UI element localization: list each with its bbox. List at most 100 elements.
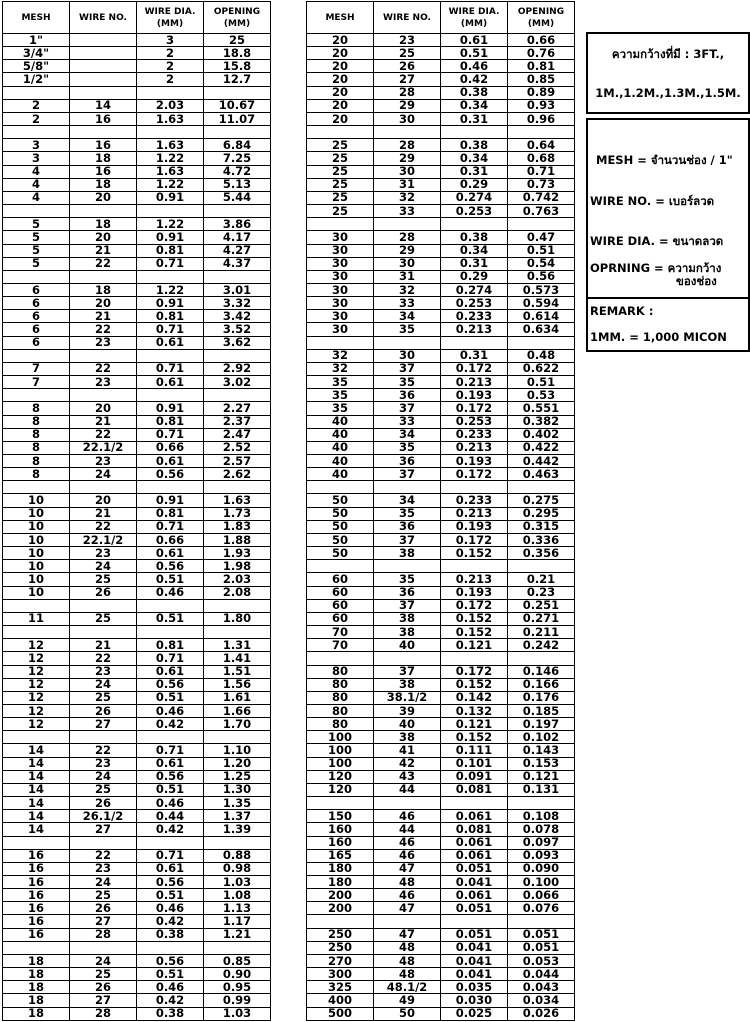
cell: 2.37 bbox=[203, 414, 271, 429]
cell bbox=[2, 835, 70, 850]
cell: 0.81 bbox=[136, 309, 204, 324]
header: WIRE NO. bbox=[69, 1, 137, 34]
cell: 8 bbox=[2, 414, 70, 429]
cell: 32 bbox=[306, 348, 374, 363]
cell bbox=[203, 835, 271, 850]
cell: 0.763 bbox=[507, 204, 575, 219]
cell: 24 bbox=[69, 467, 137, 482]
cell: 2.03 bbox=[136, 98, 204, 113]
note: WIRE NO. = เบอร์ลวด bbox=[590, 194, 715, 208]
cell: 4.27 bbox=[203, 243, 271, 258]
cell: 0.51 bbox=[440, 46, 508, 61]
cell: 8 bbox=[2, 453, 70, 469]
table-row bbox=[2, 388, 271, 403]
cell: 5/8" bbox=[2, 59, 70, 74]
cell: 0.61 bbox=[136, 335, 204, 350]
cell: 0.46 bbox=[136, 585, 204, 600]
cell: 0.71 bbox=[136, 256, 204, 271]
cell: 30 bbox=[306, 230, 374, 245]
cell: 16 bbox=[2, 861, 70, 877]
cell bbox=[373, 651, 441, 666]
cell: 20 bbox=[69, 401, 137, 416]
cell: 21 bbox=[69, 506, 137, 521]
table-row: 8 22.1/2 0.66 2.52 bbox=[2, 440, 271, 456]
cell: 0.634 bbox=[507, 322, 575, 337]
cell: 28 bbox=[373, 230, 441, 245]
cell: 1.03 bbox=[203, 874, 271, 890]
cell: 0.078 bbox=[507, 822, 575, 837]
cell bbox=[69, 598, 137, 613]
cell bbox=[306, 559, 374, 574]
cell: 50 bbox=[306, 532, 374, 548]
table-row: 120 44 0.081 0.131 bbox=[306, 782, 575, 798]
cell: 0.54 bbox=[507, 256, 575, 271]
cell: 2 bbox=[136, 46, 204, 61]
cell: 3/4" bbox=[2, 46, 70, 61]
note: WIRE DIA. = ขนาดลวด bbox=[590, 234, 724, 248]
cell: 1.25 bbox=[203, 769, 271, 784]
table-row: 1/2" 2 12.7 bbox=[2, 72, 271, 87]
cell: 1.13 bbox=[203, 901, 271, 916]
cell: 36 bbox=[373, 519, 441, 534]
cell bbox=[2, 480, 70, 495]
cell: 12 bbox=[2, 664, 70, 679]
cell: 20 bbox=[69, 230, 137, 245]
cell: 100 bbox=[306, 756, 374, 771]
cell: 0.275 bbox=[507, 493, 575, 508]
cell: 1.17 bbox=[203, 914, 271, 929]
cell: 18 bbox=[69, 282, 137, 298]
cell: 25 bbox=[69, 572, 137, 587]
cell: 0.172 bbox=[440, 361, 508, 377]
cell: 0.253 bbox=[440, 296, 508, 311]
cell: 48 bbox=[373, 967, 441, 982]
cell: 35 bbox=[373, 322, 441, 337]
cell: 0.051 bbox=[507, 927, 575, 942]
cell: 50 bbox=[306, 519, 374, 534]
cell: 21 bbox=[69, 638, 137, 653]
table-row: 50 38 0.152 0.356 bbox=[306, 546, 575, 561]
cell: 160 bbox=[306, 822, 374, 837]
table-row: 18 28 0.38 1.03 bbox=[2, 1006, 271, 1021]
cell: 50 bbox=[306, 493, 374, 508]
cell: 27 bbox=[69, 822, 137, 837]
cell: 20 bbox=[306, 72, 374, 87]
cell bbox=[507, 335, 575, 350]
table-row: 80 39 0.132 0.185 bbox=[306, 703, 575, 719]
table-row: 60 38 0.152 0.271 bbox=[306, 611, 575, 627]
table-row: 20 23 0.61 0.66 bbox=[306, 32, 575, 48]
note: 1M.,1.2M.,1.3M.,1.5M. bbox=[595, 86, 741, 100]
cell: 28 bbox=[373, 138, 441, 153]
cell: 31 bbox=[373, 177, 441, 192]
table-row bbox=[306, 914, 575, 929]
table-row bbox=[2, 625, 271, 640]
cell bbox=[373, 914, 441, 929]
cell bbox=[69, 59, 137, 74]
cell: 30 bbox=[373, 111, 441, 127]
table-row: 180 48 0.041 0.100 bbox=[306, 874, 575, 890]
cell: 0.132 bbox=[440, 703, 508, 719]
cell: 0.81 bbox=[136, 414, 204, 429]
cell: 1.70 bbox=[203, 717, 271, 732]
cell: 16 bbox=[2, 888, 70, 903]
cell: 4 bbox=[2, 164, 70, 179]
table-row: 12 27 0.42 1.70 bbox=[2, 717, 271, 732]
header: WIRE DIA. bbox=[144, 6, 196, 17]
cell: 0.51 bbox=[136, 572, 204, 587]
cell: 35 bbox=[306, 375, 374, 390]
cell: 10 bbox=[2, 519, 70, 534]
cell: 30 bbox=[306, 309, 374, 324]
cell: 16 bbox=[2, 914, 70, 929]
cell: 0.111 bbox=[440, 743, 508, 758]
cell: 35 bbox=[306, 401, 374, 416]
cell: 0.89 bbox=[507, 85, 575, 100]
cell: 300 bbox=[306, 967, 374, 982]
table-row bbox=[306, 651, 575, 666]
cell: 0.614 bbox=[507, 309, 575, 324]
table-row: 500 50 0.025 0.026 bbox=[306, 1006, 575, 1021]
table-row bbox=[2, 730, 271, 745]
cell: 70 bbox=[306, 638, 374, 653]
cell: 30 bbox=[306, 282, 374, 298]
cell: 46 bbox=[373, 848, 441, 863]
cell: 0.88 bbox=[203, 848, 271, 863]
cell: 0.61 bbox=[136, 546, 204, 561]
